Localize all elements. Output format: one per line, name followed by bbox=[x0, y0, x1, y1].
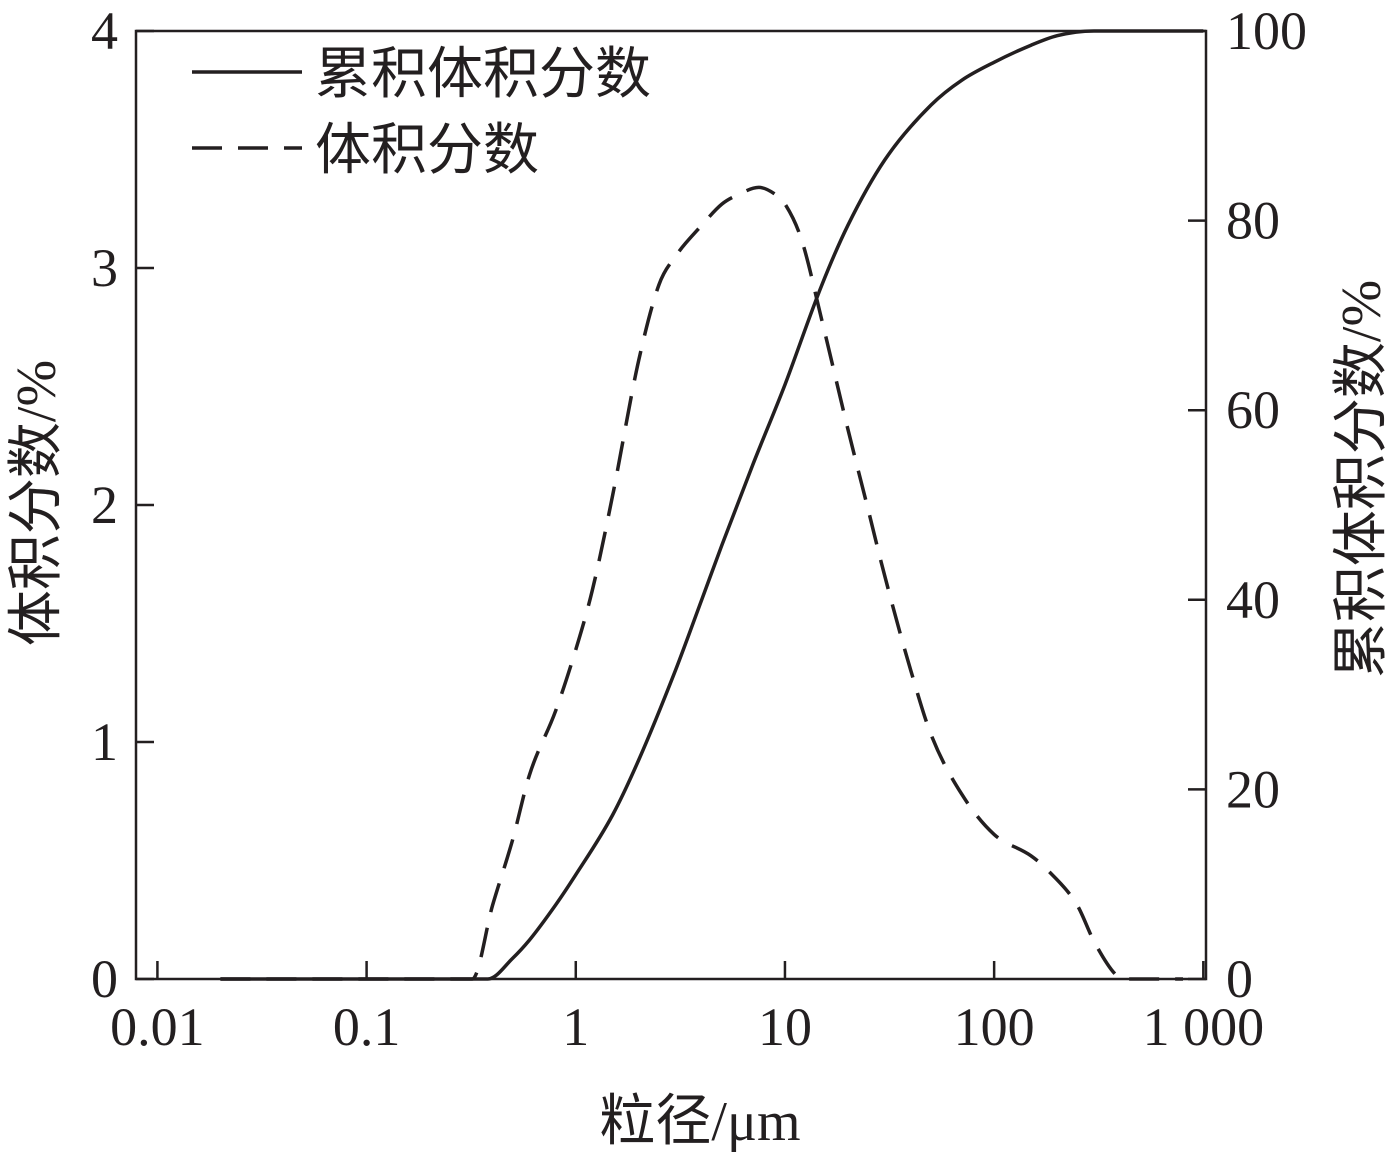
x-axis-label: 粒径/μm bbox=[599, 1091, 800, 1153]
plot-frame bbox=[134, 29, 1208, 981]
y-right-tick-label: 20 bbox=[1226, 759, 1280, 819]
series-line-cumulative-volume-fraction bbox=[220, 29, 1204, 981]
chart-marks: 0.01 0.1 1 10 100 1 00001234020406080100累积体积分… bbox=[91, 1, 1307, 1057]
legend-label: 累积体积分数 bbox=[315, 44, 651, 106]
y-left-tick-label: 0 bbox=[91, 949, 118, 1009]
series-line-volume-fraction bbox=[220, 185, 1183, 981]
x-tick-label: 1 000 bbox=[1143, 997, 1265, 1057]
y-right-tick-label: 40 bbox=[1226, 570, 1280, 630]
y-left-tick-label: 4 bbox=[91, 1, 118, 61]
y-right-tick-label: 60 bbox=[1226, 380, 1280, 440]
y-axis-label-right: 累积体积分数/% bbox=[1331, 280, 1393, 678]
x-tick-label: 100 bbox=[954, 997, 1035, 1057]
y-left-tick-label: 2 bbox=[91, 475, 118, 535]
y-right-tick-label: 80 bbox=[1226, 191, 1280, 251]
y-left-tick-label: 1 bbox=[91, 712, 118, 772]
x-tick-label: 0.1 bbox=[333, 997, 401, 1057]
x-tick-label: 1 bbox=[562, 997, 589, 1057]
y-right-tick-label: 100 bbox=[1226, 1, 1307, 61]
y-right-tick-label: 0 bbox=[1226, 949, 1253, 1009]
x-tick-label: 0.01 bbox=[110, 997, 205, 1057]
y-left-tick-label: 3 bbox=[91, 238, 118, 298]
legend-label: 体积分数 bbox=[315, 120, 539, 182]
y-axis-label-left: 体积分数/% bbox=[6, 360, 68, 646]
x-tick-label: 10 bbox=[758, 997, 812, 1057]
